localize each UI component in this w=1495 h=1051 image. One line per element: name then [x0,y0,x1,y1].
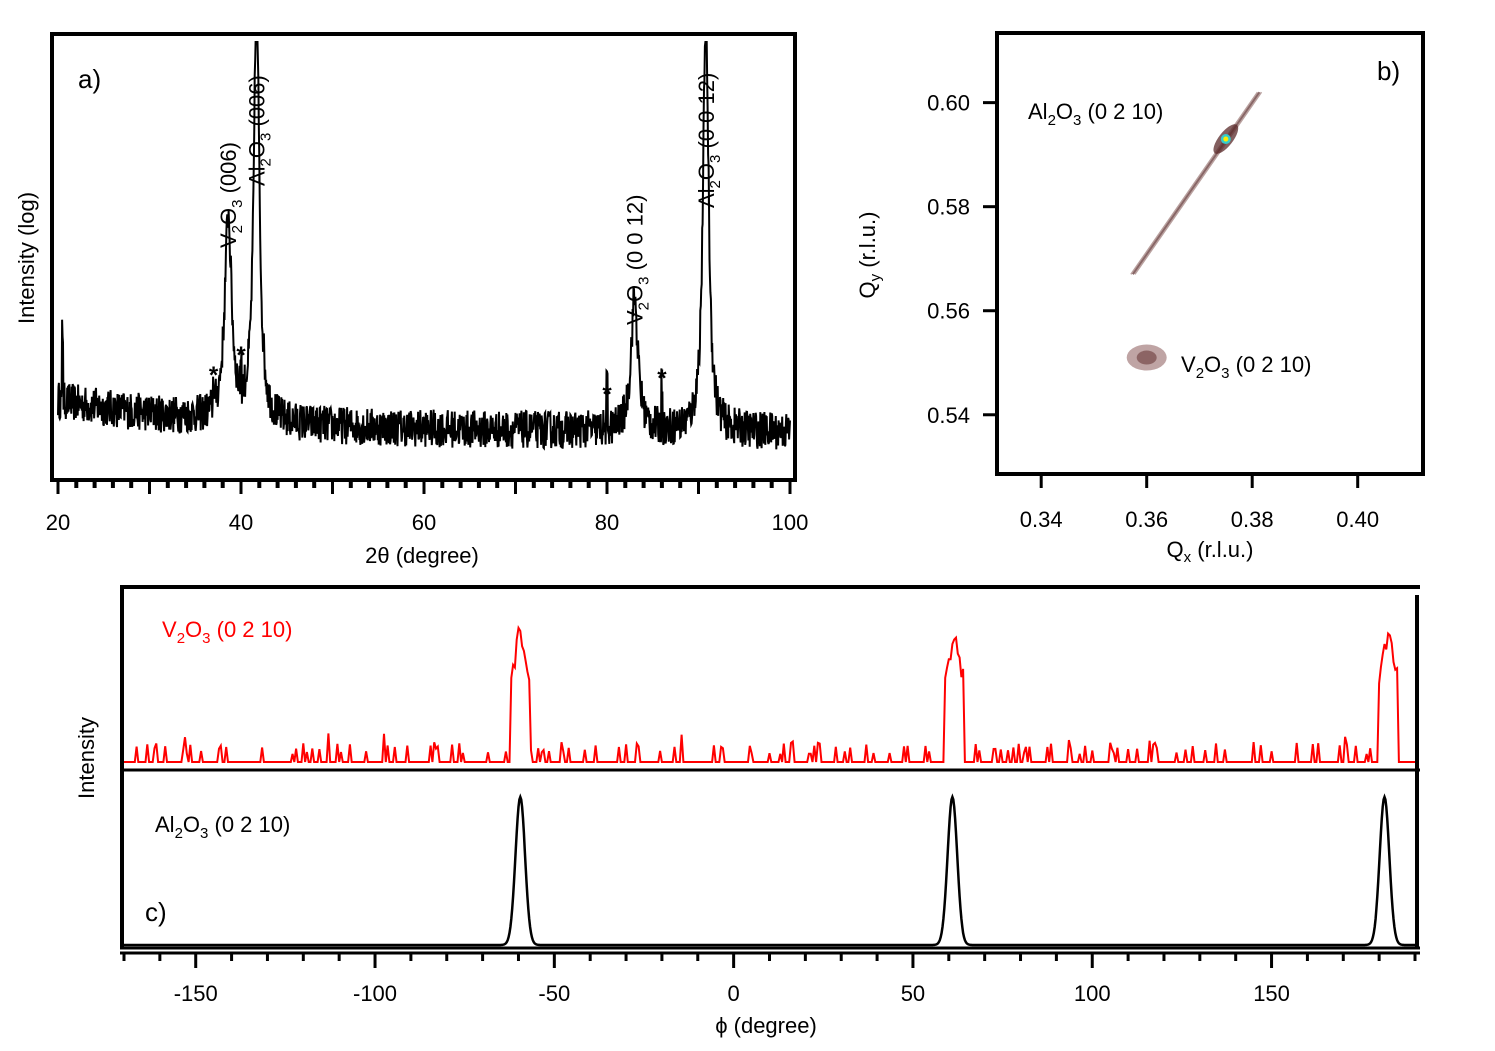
panel-a-y-axis-label: Intensity (log) [14,192,39,324]
panel-a-x-ticks [56,480,792,494]
panel-c-legend-al2o3: Al2O3 (0 2 10) [155,812,290,842]
panel-c-x-axis-label: ϕ (degree) [715,1013,817,1038]
panel-a-x-tick-label: 20 [46,510,70,535]
panel-b-spot-al2o3-peak [1223,136,1229,142]
panel-b-label: b) [1377,56,1400,86]
panel-b-spot-v2o3-core [1136,350,1157,365]
panel-b-y-tick-label: 0.60 [927,91,970,116]
panel-b-y-tick-label: 0.58 [927,195,970,220]
panel-a-marker: * [209,362,219,389]
panel-b-x-tick-label: 0.36 [1125,507,1168,532]
panel-b-spot-labels: Al2O3 (0 2 10) V2O3 (0 2 10) [1028,99,1311,382]
panel-c-x-tick-label: -100 [353,981,397,1006]
panel-b-tick-labels: 0.34 0.36 0.38 0.40 0.54 0.56 0.58 0.60 [927,91,1379,532]
panel-c-x-tick-labels: -150 -100 -50 0 50 100 150 [174,981,1290,1006]
panel-c-x-tick-label: 50 [901,981,925,1006]
panel-b-ticks [983,101,1360,488]
panel-a-x-tick-label: 40 [229,510,253,535]
panel-a: 20 40 60 80 100 V2O3 (006) Al2O3 (006)V2O3 (0… [14,32,809,568]
panel-b-y-axis-label: Qy (r.l.u.) [855,212,884,299]
panel-c-x-tick-label: -50 [538,981,570,1006]
panel-a-marker: * [657,365,667,392]
panel-c-y-axis-label: Intensity [74,717,99,799]
panel-c-x-tick-label: 100 [1074,981,1111,1006]
panel-c: -150 -100 -50 0 50 100 150 V2O3 (0 2 10) Al2O3… [74,585,1420,1038]
panel-a-peak-label: V2O3 (006) [216,142,246,248]
panel-a-marker: * [236,342,246,369]
panel-a-peak-label: Al2O3 (0 0 12) [694,73,724,208]
panel-b-x-axis-label: Qx (r.l.u.) [1167,537,1254,566]
panel-c-x-tick-label: -150 [174,981,218,1006]
panel-a-peak-label: Al2O3 (006) [245,75,275,186]
panel-a-marker: * [602,381,612,408]
panel-c-x-tick-label: 0 [728,981,740,1006]
panel-b-x-tick-label: 0.38 [1231,507,1274,532]
panel-a-peak-label: V2O3 (0 0 12) [622,195,652,325]
panel-b-streak [1132,91,1261,275]
panel-a-x-tick-label: 60 [412,510,436,535]
panel-a-x-tick-label: 100 [772,510,809,535]
panel-b: 0.34 0.36 0.38 0.40 0.54 0.56 0.58 0.60 Al2O3 (… [855,31,1425,566]
panel-c-series-v2o3 [124,625,1415,763]
panel-b-y-tick-label: 0.56 [927,299,970,324]
panel-a-series-line [57,41,791,451]
panel-a-x-tick-label: 80 [595,510,619,535]
panel-c-legend-v2o3: V2O3 (0 2 10) [162,617,292,647]
panel-b-heatmap [1126,91,1263,371]
panel-b-spot-label-v2o3: V2O3 (0 2 10) [1181,352,1311,382]
panel-b-frame [995,31,1425,476]
panel-b-y-tick-label: 0.54 [927,403,970,428]
panel-a-peak-labels: V2O3 (006) Al2O3 (006) V2O3 (0 0 12) Al2O3 … [216,73,724,325]
panel-a-markers: * * * * [209,342,667,408]
panel-c-series-al2o3 [124,793,1415,947]
panel-c-x-ticks [122,953,1417,968]
panel-b-x-tick-label: 0.40 [1336,507,1379,532]
panel-b-x-tick-label: 0.34 [1020,507,1063,532]
panel-a-label: a) [78,64,101,94]
panel-a-x-axis-label: 2θ (degree) [365,543,479,568]
panel-b-streak [1134,91,1263,275]
panel-b-spot-label-al2o3: Al2O3 (0 2 10) [1028,99,1163,129]
panel-a-x-tick-labels: 20 40 60 80 100 [46,510,809,535]
panel-b-streak [1130,91,1259,275]
panel-c-x-tick-label: 150 [1253,981,1290,1006]
panel-c-label: c) [145,897,167,927]
